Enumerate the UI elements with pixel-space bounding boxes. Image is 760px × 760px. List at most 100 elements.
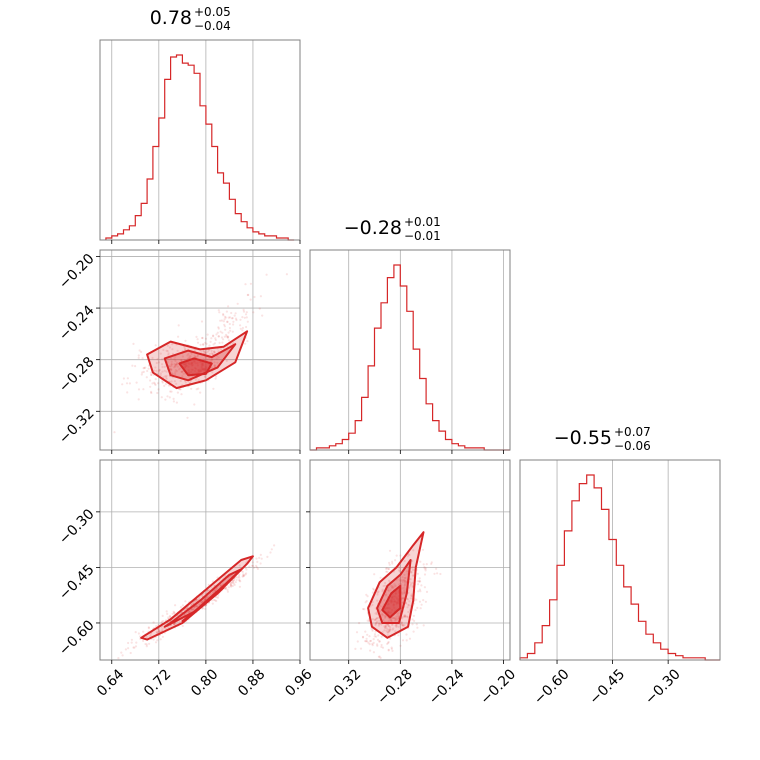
- scatter-point-0: [187, 352, 190, 356]
- scatter-point-2: [406, 555, 409, 558]
- scatter-point-2: [371, 591, 374, 594]
- scatter-point-1: [165, 610, 168, 613]
- scatter-point-0: [142, 370, 145, 373]
- scatter-point-0: [210, 360, 213, 363]
- scatter-point-2: [387, 567, 390, 571]
- scatter-point-2: [383, 616, 387, 619]
- scatter-point-1: [188, 610, 191, 613]
- scatter-point-2: [423, 566, 426, 569]
- scatter-point-2: [421, 548, 425, 551]
- scatter-point-0: [143, 366, 146, 370]
- scatter-point-0: [170, 369, 173, 372]
- scatter-point-0: [223, 318, 226, 321]
- scatter-point-2: [401, 592, 404, 596]
- scatter-point-0: [137, 398, 140, 401]
- scatter-point-2: [388, 563, 391, 566]
- scatter-point-2: [382, 584, 385, 588]
- scatter-point-2: [404, 615, 407, 618]
- panel-bg-2-2: [520, 460, 720, 660]
- scatter-point-2: [354, 647, 357, 651]
- scatter-point-0: [217, 335, 220, 338]
- scatter-point-0: [209, 340, 212, 343]
- scatter-point-0: [150, 373, 153, 376]
- scatter-point-0: [203, 374, 206, 377]
- scatter-point-1: [132, 646, 135, 649]
- scatter-point-2: [396, 613, 399, 616]
- scatter-point-1: [158, 630, 161, 633]
- scatter-point-0: [151, 382, 154, 385]
- scatter-point-0: [201, 336, 204, 340]
- scatter-point-0: [265, 273, 268, 276]
- scatter-point-2: [372, 587, 375, 590]
- scatter-point-1: [124, 648, 127, 651]
- scatter-point-0: [177, 324, 180, 327]
- scatter-point-2: [420, 584, 423, 587]
- scatter-point-0: [204, 352, 207, 355]
- scatter-point-2: [403, 615, 406, 618]
- scatter-point-0: [206, 359, 209, 362]
- scatter-point-0: [164, 375, 167, 378]
- scatter-point-0: [249, 282, 252, 285]
- scatter-point-1: [226, 590, 229, 593]
- scatter-point-1: [179, 606, 183, 609]
- scatter-point-0: [202, 343, 205, 346]
- scatter-point-0: [202, 349, 205, 353]
- scatter-point-2: [397, 569, 401, 572]
- scatter-point-0: [162, 348, 165, 352]
- scatter-point-1: [233, 583, 236, 587]
- scatter-point-0: [224, 316, 227, 319]
- scatter-point-1: [152, 638, 155, 641]
- scatter-point-2: [381, 590, 384, 593]
- scatter-point-2: [376, 620, 379, 623]
- scatter-point-0: [222, 313, 225, 316]
- scatter-point-2: [399, 644, 402, 647]
- scatter-point-1: [219, 584, 222, 588]
- scatter-point-0: [145, 376, 148, 379]
- scatter-point-0: [187, 357, 190, 360]
- scatter-point-0: [179, 367, 182, 370]
- scatter-point-0: [163, 365, 166, 368]
- scatter-point-0: [137, 356, 140, 359]
- scatter-point-0: [194, 378, 197, 381]
- scatter-point-1: [238, 573, 241, 576]
- scatter-point-0: [175, 401, 178, 404]
- scatter-point-2: [430, 562, 433, 566]
- scatter-point-2: [410, 583, 413, 586]
- scatter-point-0: [224, 328, 227, 331]
- scatter-point-2: [386, 631, 389, 634]
- scatter-point-0: [244, 313, 248, 316]
- scatter-point-1: [159, 638, 162, 641]
- scatter-point-0: [229, 329, 232, 332]
- scatter-point-1: [227, 586, 230, 589]
- scatter-point-2: [401, 587, 404, 590]
- scatter-point-0: [203, 375, 207, 379]
- scatter-point-1: [147, 627, 150, 630]
- histogram-2: [519, 474, 720, 661]
- scatter-point-0: [142, 367, 145, 370]
- title-median-2: −0.55: [554, 427, 612, 449]
- scatter-point-0: [246, 320, 249, 323]
- scatter-point-2: [402, 591, 406, 594]
- scatter-point-1: [158, 630, 161, 633]
- scatter-point-1: [135, 641, 138, 644]
- scatter-point-0: [173, 363, 176, 366]
- title-median-0: 0.78: [150, 7, 192, 29]
- scatter-point-0: [171, 372, 174, 375]
- panel-frame-2-1: [309, 459, 511, 661]
- scatter-point-0: [253, 295, 256, 299]
- scatter-point-1: [144, 642, 147, 646]
- scatter-point-2: [410, 570, 413, 574]
- scatter-point-2: [374, 622, 377, 625]
- scatter-point-1: [117, 657, 120, 660]
- scatter-point-0: [204, 337, 208, 340]
- scatter-point-1: [245, 568, 248, 571]
- scatter-point-2: [380, 623, 383, 626]
- scatter-point-0: [149, 385, 152, 388]
- scatter-point-2: [384, 594, 387, 597]
- scatter-point-2: [386, 642, 389, 646]
- scatter-point-0: [215, 333, 218, 336]
- panel-frame-2-0: [99, 459, 301, 661]
- scatter-point-2: [403, 559, 406, 563]
- scatter-point-2: [411, 566, 414, 569]
- scatter-point-0: [213, 364, 216, 367]
